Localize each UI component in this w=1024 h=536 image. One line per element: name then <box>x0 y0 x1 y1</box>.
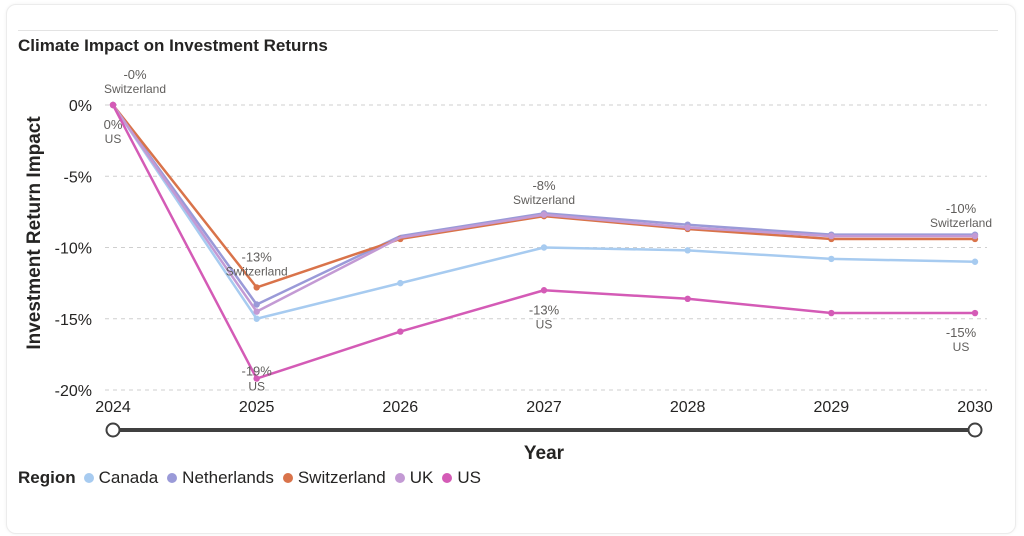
data-point[interactable] <box>109 101 117 109</box>
data-label: -19%US <box>241 364 272 394</box>
legend-item-label: UK <box>409 468 434 487</box>
legend-item-label: Switzerland <box>297 468 386 487</box>
data-point[interactable] <box>684 224 691 231</box>
legend-item-netherlands[interactable]: Netherlands <box>167 468 274 488</box>
data-label: -0%Switzerland <box>104 67 166 96</box>
legend-marker-icon <box>394 473 405 483</box>
x-tick-label: 2025 <box>239 399 275 416</box>
data-label: -13%Switzerland <box>226 249 288 278</box>
data-label-value: -13% <box>529 302 560 317</box>
data-label-series: Switzerland <box>226 264 288 278</box>
header-divider <box>18 30 998 31</box>
data-label: -13%US <box>529 302 560 331</box>
legend-item-switzerland[interactable]: Switzerland <box>282 468 386 488</box>
data-point[interactable] <box>971 232 979 240</box>
legend-item-label: US <box>457 468 481 487</box>
x-range-slider-end-handle[interactable] <box>967 422 983 438</box>
data-point[interactable] <box>253 308 260 315</box>
data-label-series: US <box>248 380 265 394</box>
data-point[interactable] <box>828 255 835 263</box>
data-point[interactable] <box>397 279 404 287</box>
data-label-series: US <box>536 317 553 331</box>
y-tick-label: -10% <box>55 241 92 258</box>
data-label-series: Switzerland <box>930 216 992 230</box>
data-point[interactable] <box>253 284 260 291</box>
data-point[interactable] <box>971 309 979 317</box>
x-axis-label: Year <box>524 443 565 464</box>
x-tick-label: 2030 <box>957 399 993 416</box>
y-tick-label: -5% <box>64 169 92 186</box>
legend-marker-icon <box>442 473 453 483</box>
data-label-value: -0% <box>123 67 147 82</box>
data-label-value: -8% <box>532 178 556 193</box>
x-tick-label: 2024 <box>95 399 131 416</box>
legend-item-uk[interactable]: UK <box>394 468 434 488</box>
data-point[interactable] <box>971 258 979 265</box>
x-range-slider-start-handle[interactable] <box>105 422 121 438</box>
data-label-value: -10% <box>946 201 977 216</box>
data-label-series: US <box>105 132 122 146</box>
legend-item-label: Netherlands <box>182 468 274 487</box>
data-point[interactable] <box>253 315 260 322</box>
legend-item-canada[interactable]: Canada <box>83 468 159 488</box>
x-tick-label: 2028 <box>670 399 706 416</box>
data-label: -15%US <box>946 325 977 354</box>
legend-marker-icon <box>282 473 293 483</box>
series-line <box>111 104 975 313</box>
series-us <box>109 101 979 382</box>
legend: Region Canada Netherlands Switzerland UK US <box>18 468 490 488</box>
data-point[interactable] <box>684 247 691 254</box>
x-tick-label: 2026 <box>383 399 419 416</box>
y-tick-label: 0% <box>69 98 92 115</box>
x-tick-label: 2029 <box>814 399 850 416</box>
data-label: -8%Switzerland <box>513 178 575 207</box>
y-tick-label: -15% <box>55 312 92 329</box>
data-point[interactable] <box>540 287 548 294</box>
legend-item-us[interactable]: US <box>442 468 481 488</box>
data-point[interactable] <box>253 375 260 382</box>
y-axis-label: Investment Return Impact <box>24 116 45 350</box>
data-label-series: US <box>953 340 970 354</box>
legend-marker-icon <box>167 473 178 483</box>
data-label-series: Switzerland <box>104 82 166 96</box>
data-label-value: -13% <box>241 249 272 264</box>
data-label-value: -19% <box>241 364 272 379</box>
legend-marker-icon <box>83 473 94 483</box>
data-point[interactable] <box>828 309 835 317</box>
y-tick-label: -20% <box>55 383 92 400</box>
legend-title: Region <box>18 468 76 487</box>
data-point[interactable] <box>828 232 835 240</box>
data-point[interactable] <box>397 328 404 335</box>
x-tick-label: 2027 <box>526 399 562 416</box>
chart-card <box>6 4 1016 534</box>
data-label-value: 0% <box>104 117 123 132</box>
data-point[interactable] <box>684 295 691 302</box>
data-label-series: Switzerland <box>513 193 575 207</box>
legend-item-label: Canada <box>98 468 159 487</box>
data-label-value: -15% <box>946 325 977 340</box>
data-label: -10%Switzerland <box>930 201 992 230</box>
data-label: 0%US <box>104 117 123 146</box>
data-point[interactable] <box>253 301 260 308</box>
data-point[interactable] <box>540 211 548 218</box>
chart-title: Climate Impact on Investment Returns <box>18 36 328 55</box>
series-line <box>111 104 975 380</box>
data-point[interactable] <box>540 244 548 251</box>
